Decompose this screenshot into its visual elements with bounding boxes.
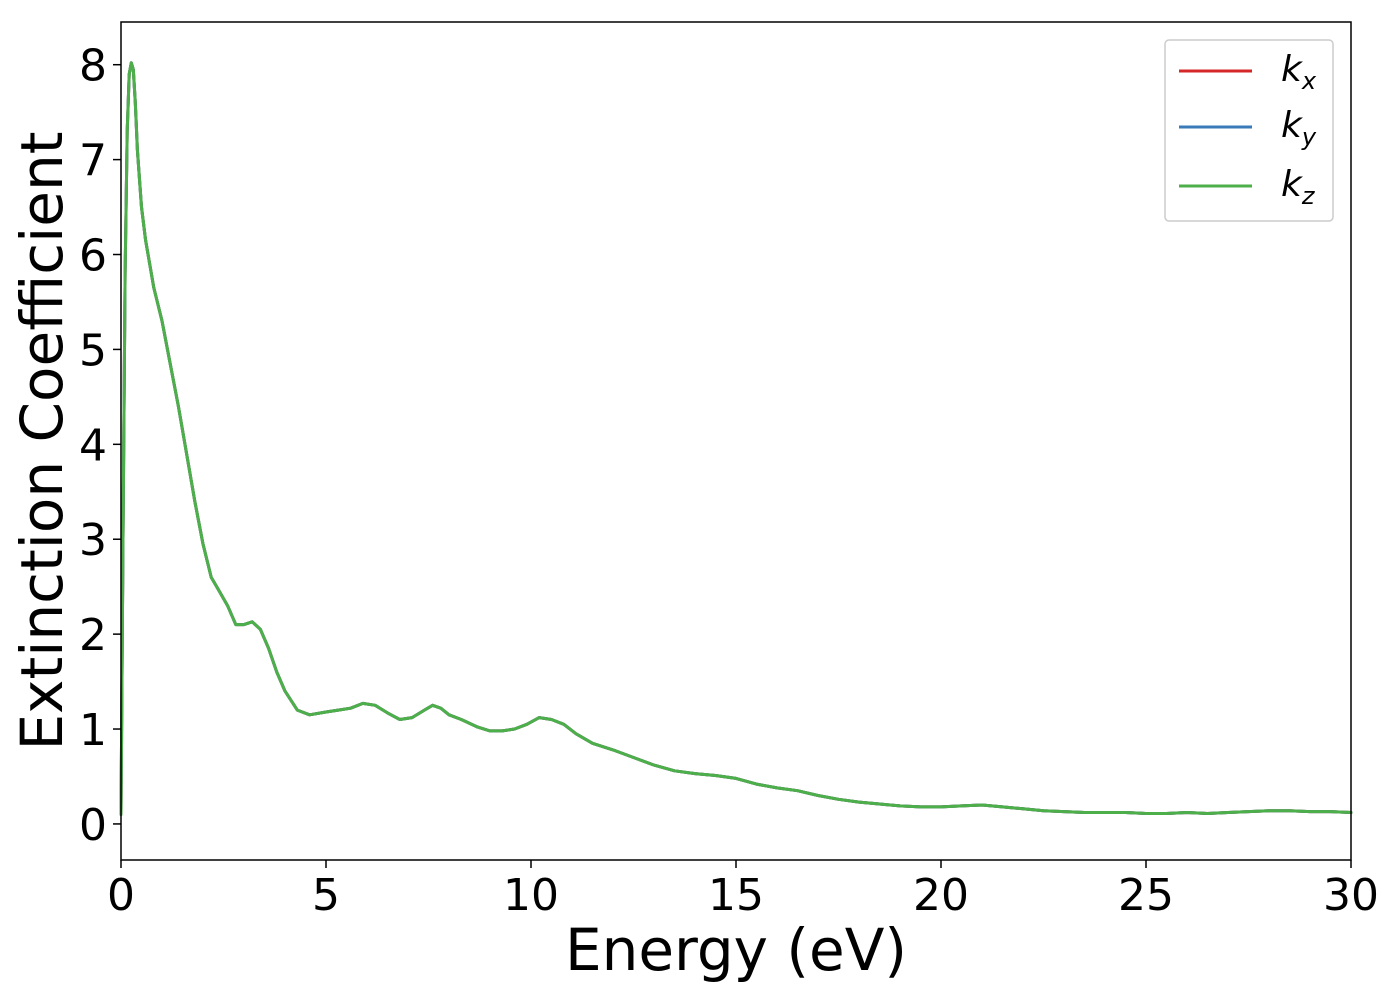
x-tick-label: 30	[1323, 870, 1379, 921]
x-tick-label: 10	[503, 870, 559, 921]
y-axis-ticks: 0 1 2 3 4 5 6 7 8	[79, 41, 121, 851]
legend-box	[1164, 39, 1334, 222]
y-tick-label: 3	[79, 515, 107, 566]
legend-label-kz: kz	[1281, 164, 1316, 210]
x-axis-title: Energy (eV)	[565, 916, 907, 984]
x-axis-ticks: 0 5 10 15 20 25 30	[107, 860, 1379, 921]
series-layer	[119, 61, 1353, 816]
y-tick-label: 6	[79, 231, 107, 282]
y-axis-title: Extinction Coefficient	[8, 132, 76, 751]
x-tick-label: 0	[107, 870, 135, 921]
legend-label-ky: ky	[1281, 105, 1317, 151]
series-line-kz	[119, 61, 1353, 816]
x-tick-label: 25	[1118, 870, 1174, 921]
plot-area	[121, 22, 1351, 860]
x-tick-label: 15	[708, 870, 764, 921]
y-tick-label: 8	[79, 41, 107, 92]
y-tick-label: 0	[79, 800, 107, 851]
legend-label-kx: kx	[1281, 49, 1317, 95]
y-tick-label: 2	[79, 610, 107, 661]
legend: kx ky kz	[1164, 39, 1334, 222]
y-tick-label: 1	[79, 705, 107, 756]
y-tick-label: 5	[79, 325, 107, 376]
x-tick-label: 5	[312, 870, 340, 921]
x-tick-label: 20	[913, 870, 969, 921]
y-tick-label: 7	[79, 136, 107, 187]
y-tick-label: 4	[79, 420, 107, 471]
